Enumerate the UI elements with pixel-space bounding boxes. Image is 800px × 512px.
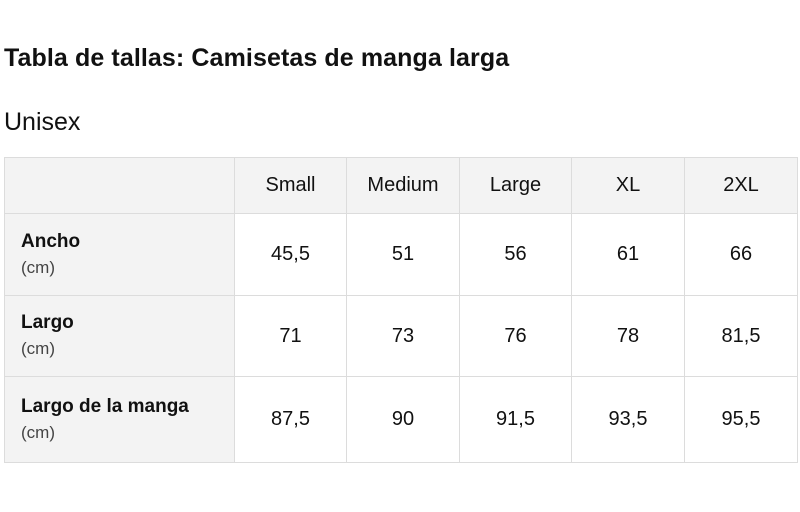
- row-header-largo-manga: Largo de la manga (cm): [4, 376, 235, 463]
- column-header-small: Small: [234, 157, 347, 214]
- row-header-ancho: Ancho (cm): [4, 213, 235, 296]
- table-cell: 93,5: [571, 376, 685, 463]
- table-cell: 66: [684, 213, 798, 296]
- table-cell: 61: [571, 213, 685, 296]
- column-header-xl: XL: [571, 157, 685, 214]
- row-unit: (cm): [21, 257, 55, 277]
- row-unit: (cm): [21, 422, 55, 442]
- table-cell: 87,5: [234, 376, 347, 463]
- column-header-large: Large: [459, 157, 572, 214]
- table-cell: 71: [234, 295, 347, 377]
- table-header-row: Small Medium Large XL 2XL: [4, 157, 798, 214]
- table-corner-cell: [4, 157, 235, 214]
- table-cell: 78: [571, 295, 685, 377]
- row-label: Largo de la manga: [21, 395, 189, 417]
- table-cell: 45,5: [234, 213, 347, 296]
- row-label: Largo: [21, 312, 74, 333]
- table-row: Ancho (cm) 45,5 51 56 61 66: [4, 213, 798, 296]
- column-header-2xl: 2XL: [684, 157, 798, 214]
- table-cell: 81,5: [684, 295, 798, 377]
- size-chart-table: Small Medium Large XL 2XL Ancho (cm) 45,…: [4, 157, 798, 463]
- table-cell: 51: [346, 213, 460, 296]
- table-row: Largo (cm) 71 73 76 78 81,5: [4, 295, 798, 377]
- page-title: Tabla de tallas: Camisetas de manga larg…: [4, 44, 510, 72]
- table-cell: 56: [459, 213, 572, 296]
- row-header-largo: Largo (cm): [4, 295, 235, 377]
- row-unit: (cm): [21, 339, 55, 358]
- row-label: Ancho: [21, 230, 81, 252]
- table-cell: 91,5: [459, 376, 572, 463]
- table-row: Largo de la manga (cm) 87,5 90 91,5 93,5…: [4, 376, 798, 463]
- column-header-medium: Medium: [346, 157, 460, 214]
- table-cell: 95,5: [684, 376, 798, 463]
- table-cell: 90: [346, 376, 460, 463]
- table-cell: 76: [459, 295, 572, 377]
- page-subtitle: Unisex: [4, 108, 81, 136]
- table-cell: 73: [346, 295, 460, 377]
